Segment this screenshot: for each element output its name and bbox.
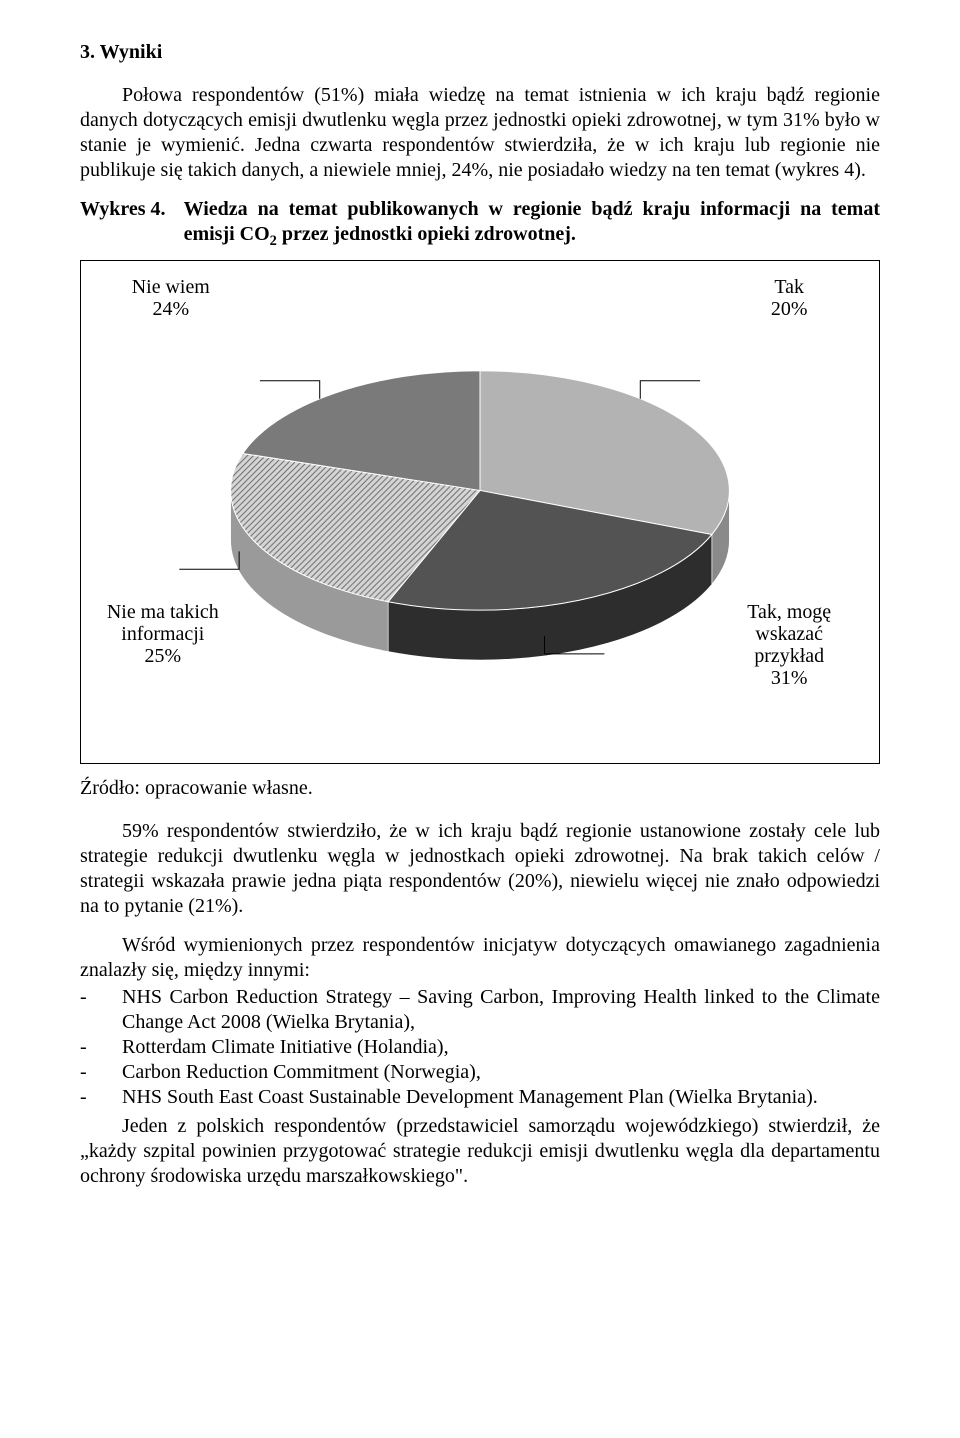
figure-title: Wiedza na temat publikowanych w regionie…	[184, 197, 880, 250]
paragraph-4: Jeden z polskich respondentów (przedstaw…	[80, 1114, 880, 1189]
leader-line	[640, 381, 700, 399]
list-item: Carbon Reduction Commitment (Norwegia),	[80, 1060, 880, 1085]
list-item: Rotterdam Climate Initiative (Holandia),	[80, 1035, 880, 1060]
paragraph-1: Połowa respondentów (51%) miała wiedzę n…	[80, 83, 880, 183]
leader-line	[260, 381, 320, 399]
figure-label: Wykres 4.	[80, 197, 166, 222]
figure-caption: Wykres 4. Wiedza na temat publikowanych …	[80, 197, 880, 250]
bullet-list: NHS Carbon Reduction Strategy – Saving C…	[80, 985, 880, 1110]
slice-label: Tak, mogęwskazaćprzykład31%	[747, 601, 831, 689]
list-item: NHS South East Coast Sustainable Develop…	[80, 1085, 880, 1110]
list-item: NHS Carbon Reduction Strategy – Saving C…	[80, 985, 880, 1035]
leader-line	[179, 551, 239, 569]
slice-label: Nie ma takichinformacji25%	[107, 601, 219, 667]
pie-chart: Tak, mogęwskazaćprzykład31% Nie ma takich…	[91, 271, 869, 750]
source-line: Źródło: opracowanie własne.	[80, 776, 880, 801]
figure-title-sub: 2	[270, 233, 277, 249]
figure-title-post: przez jednostki opieki zdrowotnej.	[277, 223, 576, 245]
slice-label: Nie wiem24%	[132, 276, 211, 320]
section-heading: 3. Wyniki	[80, 40, 880, 65]
slice-label: Tak20%	[771, 276, 808, 320]
paragraph-2: 59% respondentów stwierdziło, że w ich k…	[80, 819, 880, 919]
paragraph-3: Wśród wymienionych przez respondentów in…	[80, 933, 880, 983]
chart-frame: Tak, mogęwskazaćprzykład31% Nie ma takich…	[80, 260, 880, 764]
